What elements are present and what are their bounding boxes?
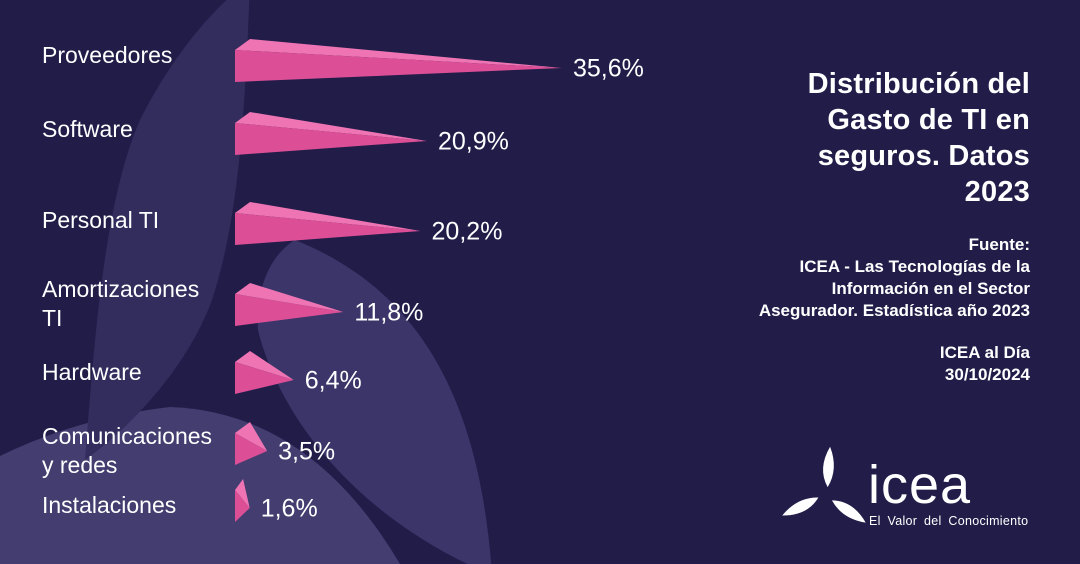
bar-row: Hardware 6,4%: [42, 351, 362, 395]
background-leaf: [257, 240, 492, 564]
category-label: Instalaciones: [42, 492, 176, 518]
icea-logo-mark: [782, 446, 866, 523]
source-note: Fuente: ICEA - Las Tecnologías de la Inf…: [758, 235, 1030, 320]
category-label: Hardware: [42, 359, 142, 385]
bar-row: Personal TI 20,2%: [42, 202, 502, 246]
value-label: 20,9%: [438, 128, 509, 156]
bar-front-face: [235, 50, 562, 82]
bar-front-face: [235, 362, 294, 394]
category-label: Proveedores: [42, 42, 172, 68]
bar-row: Comunicaciones y redes 3,5%: [42, 422, 335, 478]
logo-leaf-icon: [782, 497, 819, 516]
value-label: 3,5%: [278, 438, 335, 466]
category-label: Software: [42, 116, 133, 142]
value-label: 35,6%: [573, 55, 644, 83]
bar-front-face: [235, 490, 250, 522]
bar-front-face: [235, 294, 344, 326]
bar-top-face: [235, 351, 294, 380]
page-title: Distribución del Gasto de TI en seguros.…: [807, 68, 1030, 209]
bar-top-face: [235, 39, 562, 68]
bar-row: Instalaciones 1,6%: [42, 479, 318, 523]
bar-top-face: [235, 112, 427, 141]
bar-front-face: [235, 433, 268, 465]
bar-row: Proveedores 35,6%: [42, 39, 644, 83]
value-label: 1,6%: [261, 495, 318, 523]
bar-top-face: [235, 422, 268, 451]
value-label: 11,8%: [354, 299, 423, 327]
value-label: 6,4%: [305, 367, 362, 395]
background-leaf: [85, 0, 250, 460]
bar-row: Software 20,9%: [42, 112, 509, 156]
icea-logo-text: icea: [868, 455, 972, 515]
bar-top-face: [235, 202, 421, 231]
value-label: 20,2%: [432, 218, 503, 246]
bar-row: Amortizaciones TI 11,8%: [42, 276, 423, 331]
logo-leaf-icon: [831, 500, 866, 523]
bar-front-face: [235, 213, 421, 245]
logo-leaf-icon: [823, 446, 834, 488]
bar-top-face: [235, 479, 250, 508]
category-label: Personal TI: [42, 207, 159, 233]
category-label: Amortizaciones TI: [42, 276, 199, 331]
bar-front-face: [235, 123, 427, 155]
icea-logo-tagline: El Valor del Conocimiento: [869, 514, 1029, 528]
bar-top-face: [235, 283, 344, 312]
category-label: Comunicaciones y redes: [42, 423, 212, 478]
edition-note: ICEA al Día 30/10/2024: [939, 343, 1030, 384]
